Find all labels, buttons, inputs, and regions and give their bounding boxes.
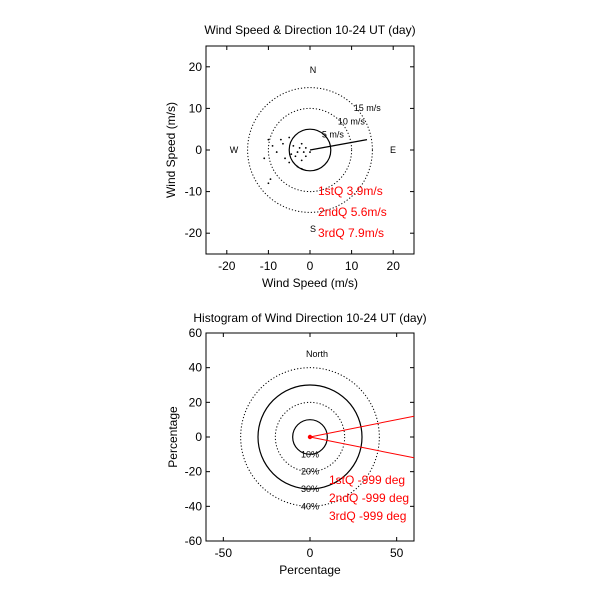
wind-speed-y-tick-label: -20 — [185, 226, 203, 240]
wind-speed-ring — [247, 87, 373, 213]
wind-speed-point — [269, 178, 272, 181]
wind-direction-y-label: Percentage — [166, 406, 180, 468]
wind-direction-y-tick-label: -60 — [185, 534, 203, 548]
wind-speed-points — [263, 136, 311, 185]
wind-direction-wedge-edge — [309, 436, 415, 459]
wind-speed-quartile-1: 1stQ 3.9m/s — [318, 184, 383, 198]
wind-direction-ring-label: 10% — [301, 449, 319, 459]
wind-speed-x-label: Wind Speed (m/s) — [262, 276, 358, 290]
wind-speed-point — [300, 159, 303, 162]
wind-speed-point — [275, 151, 278, 153]
wind-direction-quartile-3: 3rdQ -999 deg — [329, 509, 406, 523]
wind-speed-point — [304, 155, 307, 158]
wind-direction-y-tick-label: 20 — [189, 395, 203, 409]
wind-direction-wedge — [307, 415, 415, 459]
wind-speed-point — [300, 142, 303, 145]
wind-direction-y-tick-label: 40 — [189, 361, 203, 375]
wind-speed-x-tick-label: 0 — [307, 259, 314, 273]
wind-speed-point — [284, 157, 286, 160]
wind-direction-y-tick-label: 0 — [195, 430, 202, 444]
wind-direction-quartile-1: 1stQ -999 deg — [329, 473, 405, 487]
wind-speed-ring-label: 10 m/s — [338, 116, 366, 126]
compass-east-label: E — [390, 145, 396, 155]
wind-speed-y-label: Wind Speed (m/s) — [164, 102, 178, 198]
wind-speed-y-ticks: 20 10 0 -10 -20 — [185, 60, 414, 240]
north-label: North — [306, 349, 328, 359]
wind-direction-center-dot — [307, 434, 313, 440]
wind-speed-quartile-3: 3rdQ 7.9m/s — [318, 226, 384, 240]
wind-direction-x-tick-label: -50 — [215, 546, 233, 560]
wind-speed-title: Wind Speed & Direction 10-24 UT (day) — [204, 23, 415, 37]
wind-speed-x-ticks: -20 -10 0 10 20 — [218, 46, 400, 273]
wind-direction-y-tick-label: -20 — [185, 465, 203, 479]
wind-direction-ring-label: 30% — [301, 484, 319, 494]
wind-direction-y-tick-label: -40 — [185, 499, 203, 513]
wind-direction-quartile-2: 2ndQ -999 deg — [329, 491, 409, 505]
wind-direction-ring-label: 40% — [301, 501, 319, 511]
wind-speed-ring — [288, 128, 332, 172]
wind-speed-point — [302, 151, 305, 153]
wind-direction-ring — [274, 401, 346, 473]
wind-speed-point — [296, 165, 299, 168]
wind-direction-x-tick-label: 0 — [307, 546, 314, 560]
wind-speed-point — [279, 138, 282, 141]
wind-speed-point — [267, 182, 270, 185]
wind-speed-rings — [247, 87, 373, 213]
wind-speed-panel: Wind Speed & Direction 10-24 UT (day) 5 … — [164, 23, 416, 290]
compass-west-label: W — [230, 145, 239, 155]
wind-speed-y-tick-label: 20 — [189, 60, 203, 74]
wind-speed-point — [304, 147, 307, 149]
wind-direction-ring — [240, 367, 380, 507]
wind-speed-point — [282, 142, 284, 145]
wind-direction-ring — [292, 419, 328, 455]
wind-speed-point — [296, 151, 299, 153]
wind-direction-ring-labels: 10% 20% 30% 40% — [301, 449, 319, 511]
wind-speed-point — [267, 138, 270, 141]
wind-speed-point — [288, 161, 291, 164]
wind-direction-x-ticks: -50 0 50 — [215, 333, 404, 560]
wind-speed-point — [271, 144, 274, 147]
wind-direction-x-tick-label: 50 — [390, 546, 404, 560]
wind-direction-y-tick-label: 60 — [189, 326, 203, 340]
wind-speed-ring-label: 5 m/s — [322, 130, 345, 140]
wind-direction-y-ticks: 60 40 20 0 -20 -40 -60 — [185, 326, 414, 548]
wind-speed-x-tick-label: -10 — [260, 259, 278, 273]
wind-direction-title: Histogram of Wind Direction 10-24 UT (da… — [193, 311, 426, 325]
wind-speed-x-tick-label: -20 — [218, 259, 236, 273]
wind-speed-point — [294, 155, 297, 158]
wind-speed-ring — [267, 107, 353, 193]
wind-speed-x-tick-label: 20 — [387, 259, 401, 273]
wind-direction-ring — [257, 384, 363, 490]
wind-speed-point — [309, 151, 311, 153]
compass-south-label: S — [310, 224, 316, 234]
wind-direction-panel: Histogram of Wind Direction 10-24 UT (da… — [166, 311, 427, 577]
wind-speed-point — [288, 136, 291, 139]
compass-north-label: N — [310, 65, 317, 75]
wind-speed-ring-label: 15 m/s — [354, 103, 382, 113]
wind-speed-y-tick-label: 0 — [195, 143, 202, 157]
wind-direction-ring-label: 20% — [301, 467, 319, 477]
wind-speed-point — [300, 167, 303, 170]
wind-speed-ring-labels: 5 m/s 10 m/s 15 m/s — [322, 103, 381, 140]
wind-speed-x-tick-label: 10 — [345, 259, 359, 273]
wind-speed-y-tick-label: 10 — [189, 101, 203, 115]
wind-direction-wedge-edge — [309, 415, 415, 438]
wind-speed-point — [290, 153, 293, 156]
wind-speed-point — [292, 144, 295, 147]
wind-direction-x-label: Percentage — [279, 563, 341, 577]
wind-vector-line — [309, 139, 368, 151]
wind-speed-y-tick-label: -10 — [185, 185, 203, 199]
wind-speed-quartile-2: 2ndQ 5.6m/s — [318, 205, 387, 219]
wind-direction-rings — [240, 367, 380, 507]
wind-speed-point — [298, 147, 301, 149]
wind-speed-point — [263, 157, 266, 160]
